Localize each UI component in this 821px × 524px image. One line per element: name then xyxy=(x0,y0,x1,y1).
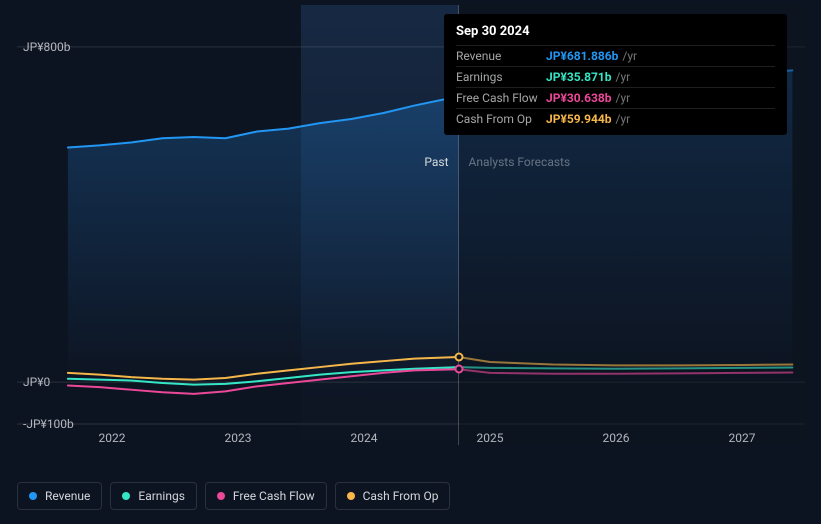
tooltip-row-value: JP¥681.886b xyxy=(546,49,618,63)
legend-item-label: Earnings xyxy=(138,489,185,503)
past-label: Past xyxy=(424,155,458,169)
tooltip-row-value: JP¥35.871b xyxy=(546,70,612,84)
x-axis-label: 2022 xyxy=(99,431,126,445)
legend-item-cfo[interactable]: Cash From Op xyxy=(335,482,451,510)
x-axis-label: 2024 xyxy=(351,431,378,445)
tooltip-row: EarningsJP¥35.871b/yr xyxy=(456,66,775,87)
legend-item-earnings[interactable]: Earnings xyxy=(110,482,197,510)
tooltip-row-label: Revenue xyxy=(456,49,546,63)
tooltip-row-label: Free Cash Flow xyxy=(456,91,546,105)
legend-dot-icon xyxy=(217,492,225,500)
tooltip-row-label: Cash From Op xyxy=(456,112,546,126)
x-axis-label: 2025 xyxy=(477,431,504,445)
tooltip-row: RevenueJP¥681.886b/yr xyxy=(456,45,775,66)
legend-dot-icon xyxy=(122,492,130,500)
x-axis-label: 2026 xyxy=(603,431,630,445)
y-axis-label: JP¥0 xyxy=(23,375,50,389)
chart-legend: Revenue Earnings Free Cash Flow Cash From O… xyxy=(17,482,450,510)
x-axis-label: 2023 xyxy=(225,431,252,445)
tooltip-row-unit: /yr xyxy=(622,49,637,63)
legend-item-label: Free Cash Flow xyxy=(233,489,315,503)
legend-item-label: Cash From Op xyxy=(363,489,439,503)
legend-dot-icon xyxy=(29,492,37,500)
y-axis-label: -JP¥100b xyxy=(23,417,74,431)
chart-marker xyxy=(454,353,463,362)
forecast-label: Analysts Forecasts xyxy=(459,155,571,169)
tooltip-row: Cash From OpJP¥59.944b/yr xyxy=(456,108,775,129)
tooltip-row-value: JP¥30.638b xyxy=(546,91,612,105)
chart-tooltip: Sep 30 2024 RevenueJP¥681.886b/yrEarning… xyxy=(444,14,787,135)
tooltip-row-label: Earnings xyxy=(456,70,546,84)
x-axis-label: 2027 xyxy=(729,431,756,445)
legend-dot-icon xyxy=(347,492,355,500)
tooltip-row-value: JP¥59.944b xyxy=(546,112,612,126)
tooltip-date: Sep 30 2024 xyxy=(456,24,775,39)
tooltip-row-unit: /yr xyxy=(616,91,631,105)
legend-item-revenue[interactable]: Revenue xyxy=(17,482,102,510)
tooltip-row-unit: /yr xyxy=(616,70,631,84)
chart-marker xyxy=(454,365,463,374)
tooltip-row-unit: /yr xyxy=(616,112,631,126)
legend-item-label: Revenue xyxy=(45,489,90,503)
y-axis-label: JP¥800b xyxy=(23,40,70,54)
legend-item-fcf[interactable]: Free Cash Flow xyxy=(205,482,327,510)
tooltip-row: Free Cash FlowJP¥30.638b/yr xyxy=(456,87,775,108)
